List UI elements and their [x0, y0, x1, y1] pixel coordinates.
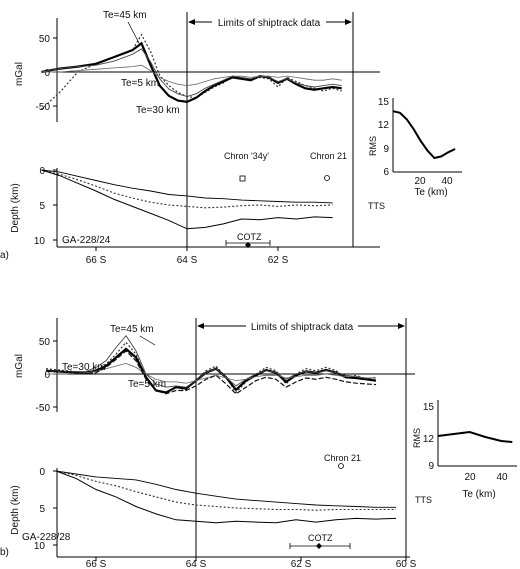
a-gravity-line-1	[41, 41, 342, 104]
a-annot-te45: Te=45 km	[103, 10, 147, 21]
panel-a: 50 0 -50 mGal Limits of shiptrack data T…	[0, 10, 462, 266]
b-rms-line	[437, 430, 513, 443]
b-limit-arrowhead-right	[398, 323, 405, 329]
b-annot-cotz: COTZ	[308, 533, 333, 543]
b-depth-line-dotted	[55, 470, 396, 511]
a-dytick-0: 0	[39, 166, 45, 177]
a-ytick-0: 0	[44, 68, 50, 79]
a-ytick-50: 50	[39, 34, 51, 45]
b-dytick-10: 10	[34, 541, 46, 552]
b-annot-chron21: Chron 21	[324, 453, 361, 463]
a-dytick-5: 5	[39, 201, 45, 212]
a-rms-ylabel: RMS	[368, 136, 378, 156]
b-xtick-label-64: 64 S	[186, 559, 207, 569]
b-ytick-m50: -50	[36, 403, 51, 414]
a-panel-label: a)	[0, 250, 9, 261]
a-chron34y-marker	[239, 175, 246, 182]
b-rms-ytick-12: 12	[423, 434, 435, 445]
a-rms-xtick-40: 40	[441, 176, 453, 187]
b-dytick-0: 0	[39, 467, 45, 478]
a-annot-te5: Te=5 km	[121, 78, 159, 89]
panel-b: 50 0 -50 mGal Limits of shiptrack data T…	[0, 318, 517, 569]
b-gravity-line-2	[45, 334, 376, 388]
a-dytick-10: 10	[34, 236, 46, 247]
b-gravity-ylabel: mGal	[14, 354, 25, 378]
b-depth-line-basement	[55, 470, 397, 524]
a-depth-series	[41, 169, 333, 230]
b-xtick-label-62: 62 S	[291, 559, 312, 569]
a-gravity-ylabel: mGal	[14, 62, 25, 86]
a-rms-ytick-9: 9	[383, 144, 389, 155]
b-rms-xtick-20: 20	[464, 472, 476, 483]
b-depth-series	[55, 470, 397, 524]
b-ytick-50: 50	[39, 337, 51, 348]
a-rms-line	[392, 110, 456, 160]
a-depth-line-seafloor	[41, 169, 333, 204]
a-limits-label-bg	[212, 15, 326, 29]
b-xtick-label-60: 60 S	[396, 559, 417, 569]
b-gravity-series	[45, 334, 377, 395]
b-profile-label: GA-228/28	[22, 532, 71, 543]
a-rms-xlabel: Te (km)	[414, 187, 447, 198]
a-limit-arrowhead-right	[345, 19, 352, 25]
a-xtick-label-66: 66 S	[86, 255, 107, 266]
a-annot-cotz: COTZ	[237, 232, 262, 242]
b-rms-xtick-40: 40	[496, 472, 508, 483]
a-gravity-line-3	[41, 64, 342, 87]
a-chron21-marker	[324, 175, 330, 181]
b-depth-ylabel: Depth (km)	[10, 485, 21, 534]
a-annot-tts: TTS	[368, 201, 385, 211]
a-limit-arrowhead-left	[188, 19, 195, 25]
a-xtick-label-64: 64 S	[177, 255, 198, 266]
a-annot-te45-leader	[127, 21, 141, 46]
a-depth-ylabel: Depth (km)	[10, 183, 21, 232]
b-limit-arrowhead-left	[197, 323, 204, 329]
b-panel-label: b)	[0, 547, 9, 558]
b-annot-tts: TTS	[415, 495, 432, 505]
a-rms-ytick-12: 12	[378, 120, 390, 131]
b-rms-ylabel: RMS	[412, 428, 422, 448]
a-annot-chron34y: Chron '34y'	[224, 151, 269, 161]
a-ytick-m50: -50	[36, 102, 51, 113]
a-rms-ytick-15: 15	[378, 97, 390, 108]
b-rms-ytick-15: 15	[423, 402, 435, 413]
a-cotz-diamond	[245, 242, 251, 248]
a-depth-line-basement	[41, 169, 333, 230]
a-limits-label: Limits of shiptrack data	[218, 18, 321, 29]
b-limits-label-bg	[246, 319, 358, 333]
a-profile-label: GA-228/24	[62, 235, 111, 246]
b-annot-te5: Te=5 km	[128, 379, 166, 390]
b-cotz-diamond	[316, 543, 322, 549]
a-rms-ytick-6: 6	[383, 167, 389, 178]
b-ytick-0: 0	[44, 370, 50, 381]
a-annot-chron21: Chron 21	[310, 151, 347, 161]
b-rms-xlabel: Te (km)	[462, 489, 495, 500]
b-xtick-label-66: 66 S	[86, 559, 107, 569]
b-gravity-line-3	[46, 362, 376, 384]
b-dytick-5: 5	[39, 504, 45, 515]
b-depth-line-seafloor	[55, 470, 396, 508]
a-annot-te30: Te=30 km	[136, 105, 180, 116]
a-gravity-series	[40, 33, 342, 110]
b-rms-ytick-9: 9	[428, 461, 434, 472]
a-gravity-line-2	[41, 48, 342, 97]
a-rms-xtick-20: 20	[414, 176, 426, 187]
b-limits-label: Limits of shiptrack data	[251, 322, 354, 333]
a-xtick-label-62: 62 S	[268, 255, 289, 266]
b-annot-te45-leader	[139, 335, 156, 346]
b-annot-te30: Te=30 km	[62, 362, 106, 373]
b-annot-te45: Te=45 km	[110, 324, 154, 335]
b-chron21-marker	[338, 463, 344, 469]
